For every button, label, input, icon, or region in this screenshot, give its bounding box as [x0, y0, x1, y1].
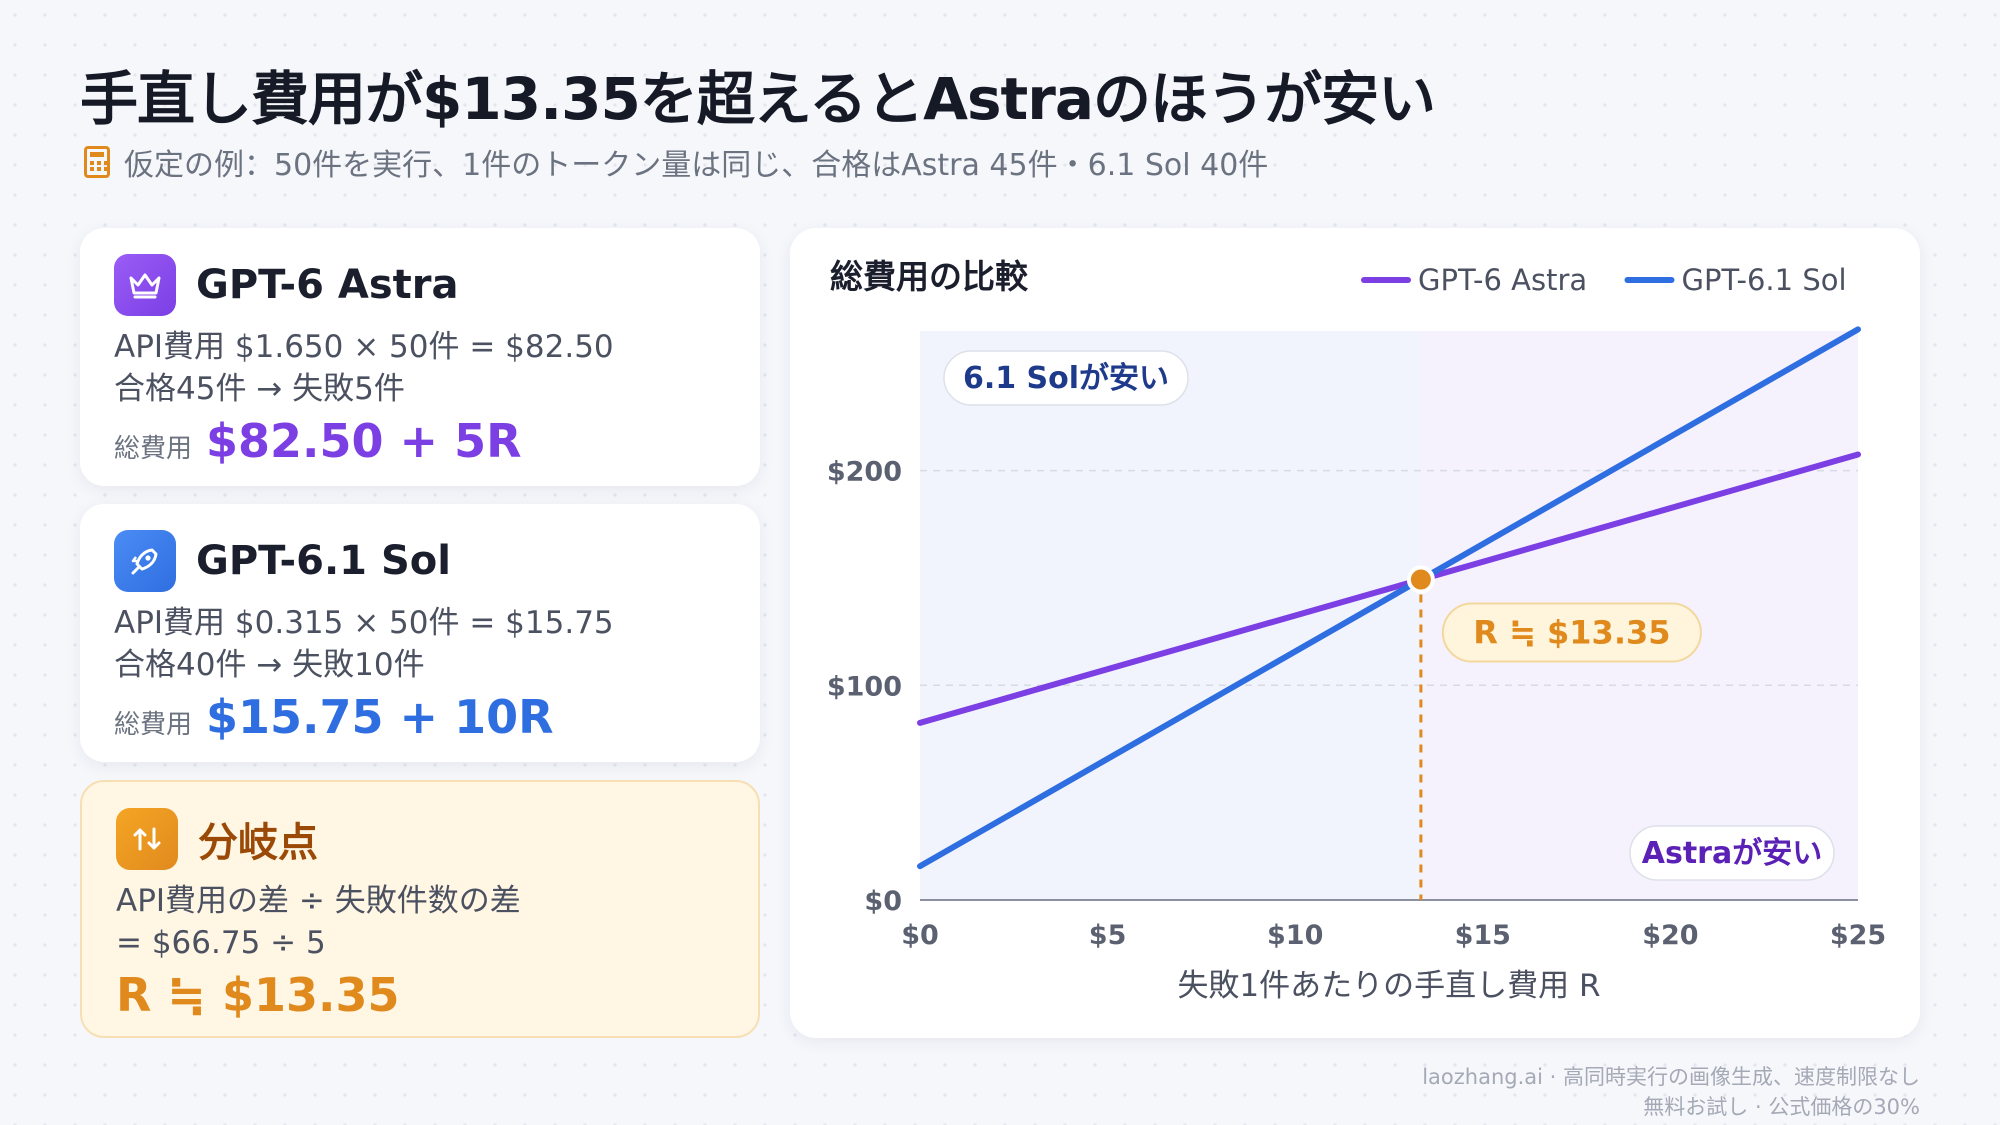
region-label-0: 6.1 Solが安い: [963, 361, 1169, 396]
region-label-pill-1: [1629, 825, 1835, 881]
astra-card: GPT-6 Astra API費用 $1.650 × 50件 = $82.50 …: [80, 228, 760, 486]
region-label-1: Astraが安い: [1642, 836, 1822, 871]
y-tick-label-2: $200: [827, 457, 902, 488]
intersection-label-pill: [1441, 602, 1702, 663]
astra-pass-fail: 合格45件 → 失敗5件: [114, 371, 405, 407]
intersection-point: [1406, 565, 1435, 594]
series-line-0: [917, 451, 1861, 726]
astra-name: GPT-6 Astra: [196, 262, 459, 308]
calculator-icon: [84, 146, 110, 178]
astra-api-cost: API費用 $1.650 × 50件 = $82.50: [114, 329, 614, 365]
x-tick-label-1: $5: [1089, 920, 1127, 951]
rocket-icon: [114, 530, 176, 592]
region-label-pill-0: [943, 350, 1189, 406]
footer: laozhang.ai · 高同時実行の画像生成、速度制限なし 無料お試し · …: [1422, 1062, 1920, 1122]
swap-arrows-icon: [116, 808, 178, 870]
cost-comparison-chart: 総費用の比較 GPT-6.1 Sol GPT-6 Astra $0 $100 $200 $0…: [827, 257, 1886, 1004]
x-tick-label-5: $25: [1830, 920, 1886, 951]
sol-api-cost: API費用 $0.315 × 50件 = $15.75: [114, 605, 614, 641]
x-tick-label-0: $0: [901, 920, 939, 951]
branch-name: 分岐点: [198, 820, 318, 866]
x-tick-label-4: $20: [1642, 920, 1698, 951]
sol-total-value: $15.75 + 10R: [206, 690, 554, 744]
branch-result: R ≒ $13.35: [116, 968, 400, 1022]
astra-total-value: $82.50 + 5R: [206, 414, 522, 468]
legend-label-0: GPT-6.1 Sol: [1682, 263, 1847, 297]
y-tick-label-1: $100: [827, 671, 902, 702]
region-0: [920, 331, 1421, 900]
crown-icon: [114, 254, 176, 316]
series-line-1: [917, 326, 1861, 870]
sol-card: GPT-6.1 Sol API費用 $0.315 × 50件 = $15.75 …: [80, 504, 760, 762]
footer-line-2: 無料お試し · 公式価格の30%: [1643, 1095, 1920, 1119]
sol-name: GPT-6.1 Sol: [196, 538, 451, 584]
x-tick-label-2: $10: [1267, 920, 1323, 951]
branch-formula: API費用の差 ÷ 失敗件数の差: [116, 883, 521, 919]
x-tick-label-3: $15: [1455, 920, 1511, 951]
intersection-label: R ≒ $13.35: [1473, 614, 1670, 652]
sol-pass-fail: 合格40件 → 失敗10件: [114, 647, 425, 683]
astra-total-label: 総費用: [114, 434, 193, 464]
chart-title: 総費用の比較: [830, 257, 1029, 296]
chart-card: 総費用の比較 GPT-6.1 Sol GPT-6 Astra $0 $100 $200 $0…: [790, 228, 1920, 1038]
subtitle-text: 仮定の例：50件を実行、1件のトークン量は同じ、合格はAstra 45件・6.1…: [124, 148, 1269, 183]
sol-total-label: 総費用: [114, 710, 193, 740]
y-tick-label-0: $0: [864, 886, 902, 917]
branch-calc: = $66.75 ÷ 5: [116, 925, 326, 961]
subtitle: 仮定の例：50件を実行、1件のトークン量は同じ、合格はAstra 45件・6.1…: [84, 140, 1268, 184]
page-title: 手直し費用が$13.35を超えるとAstraのほうが安い: [80, 65, 1436, 133]
footer-line-1: laozhang.ai · 高同時実行の画像生成、速度制限なし: [1422, 1065, 1920, 1089]
branch-card: 分岐点 API費用の差 ÷ 失敗件数の差 = $66.75 ÷ 5 R ≒ $1…: [80, 780, 760, 1038]
x-axis-label: 失敗1件あたりの手直し費用 R: [1177, 968, 1600, 1004]
legend-label-1: GPT-6 Astra: [1418, 263, 1587, 297]
